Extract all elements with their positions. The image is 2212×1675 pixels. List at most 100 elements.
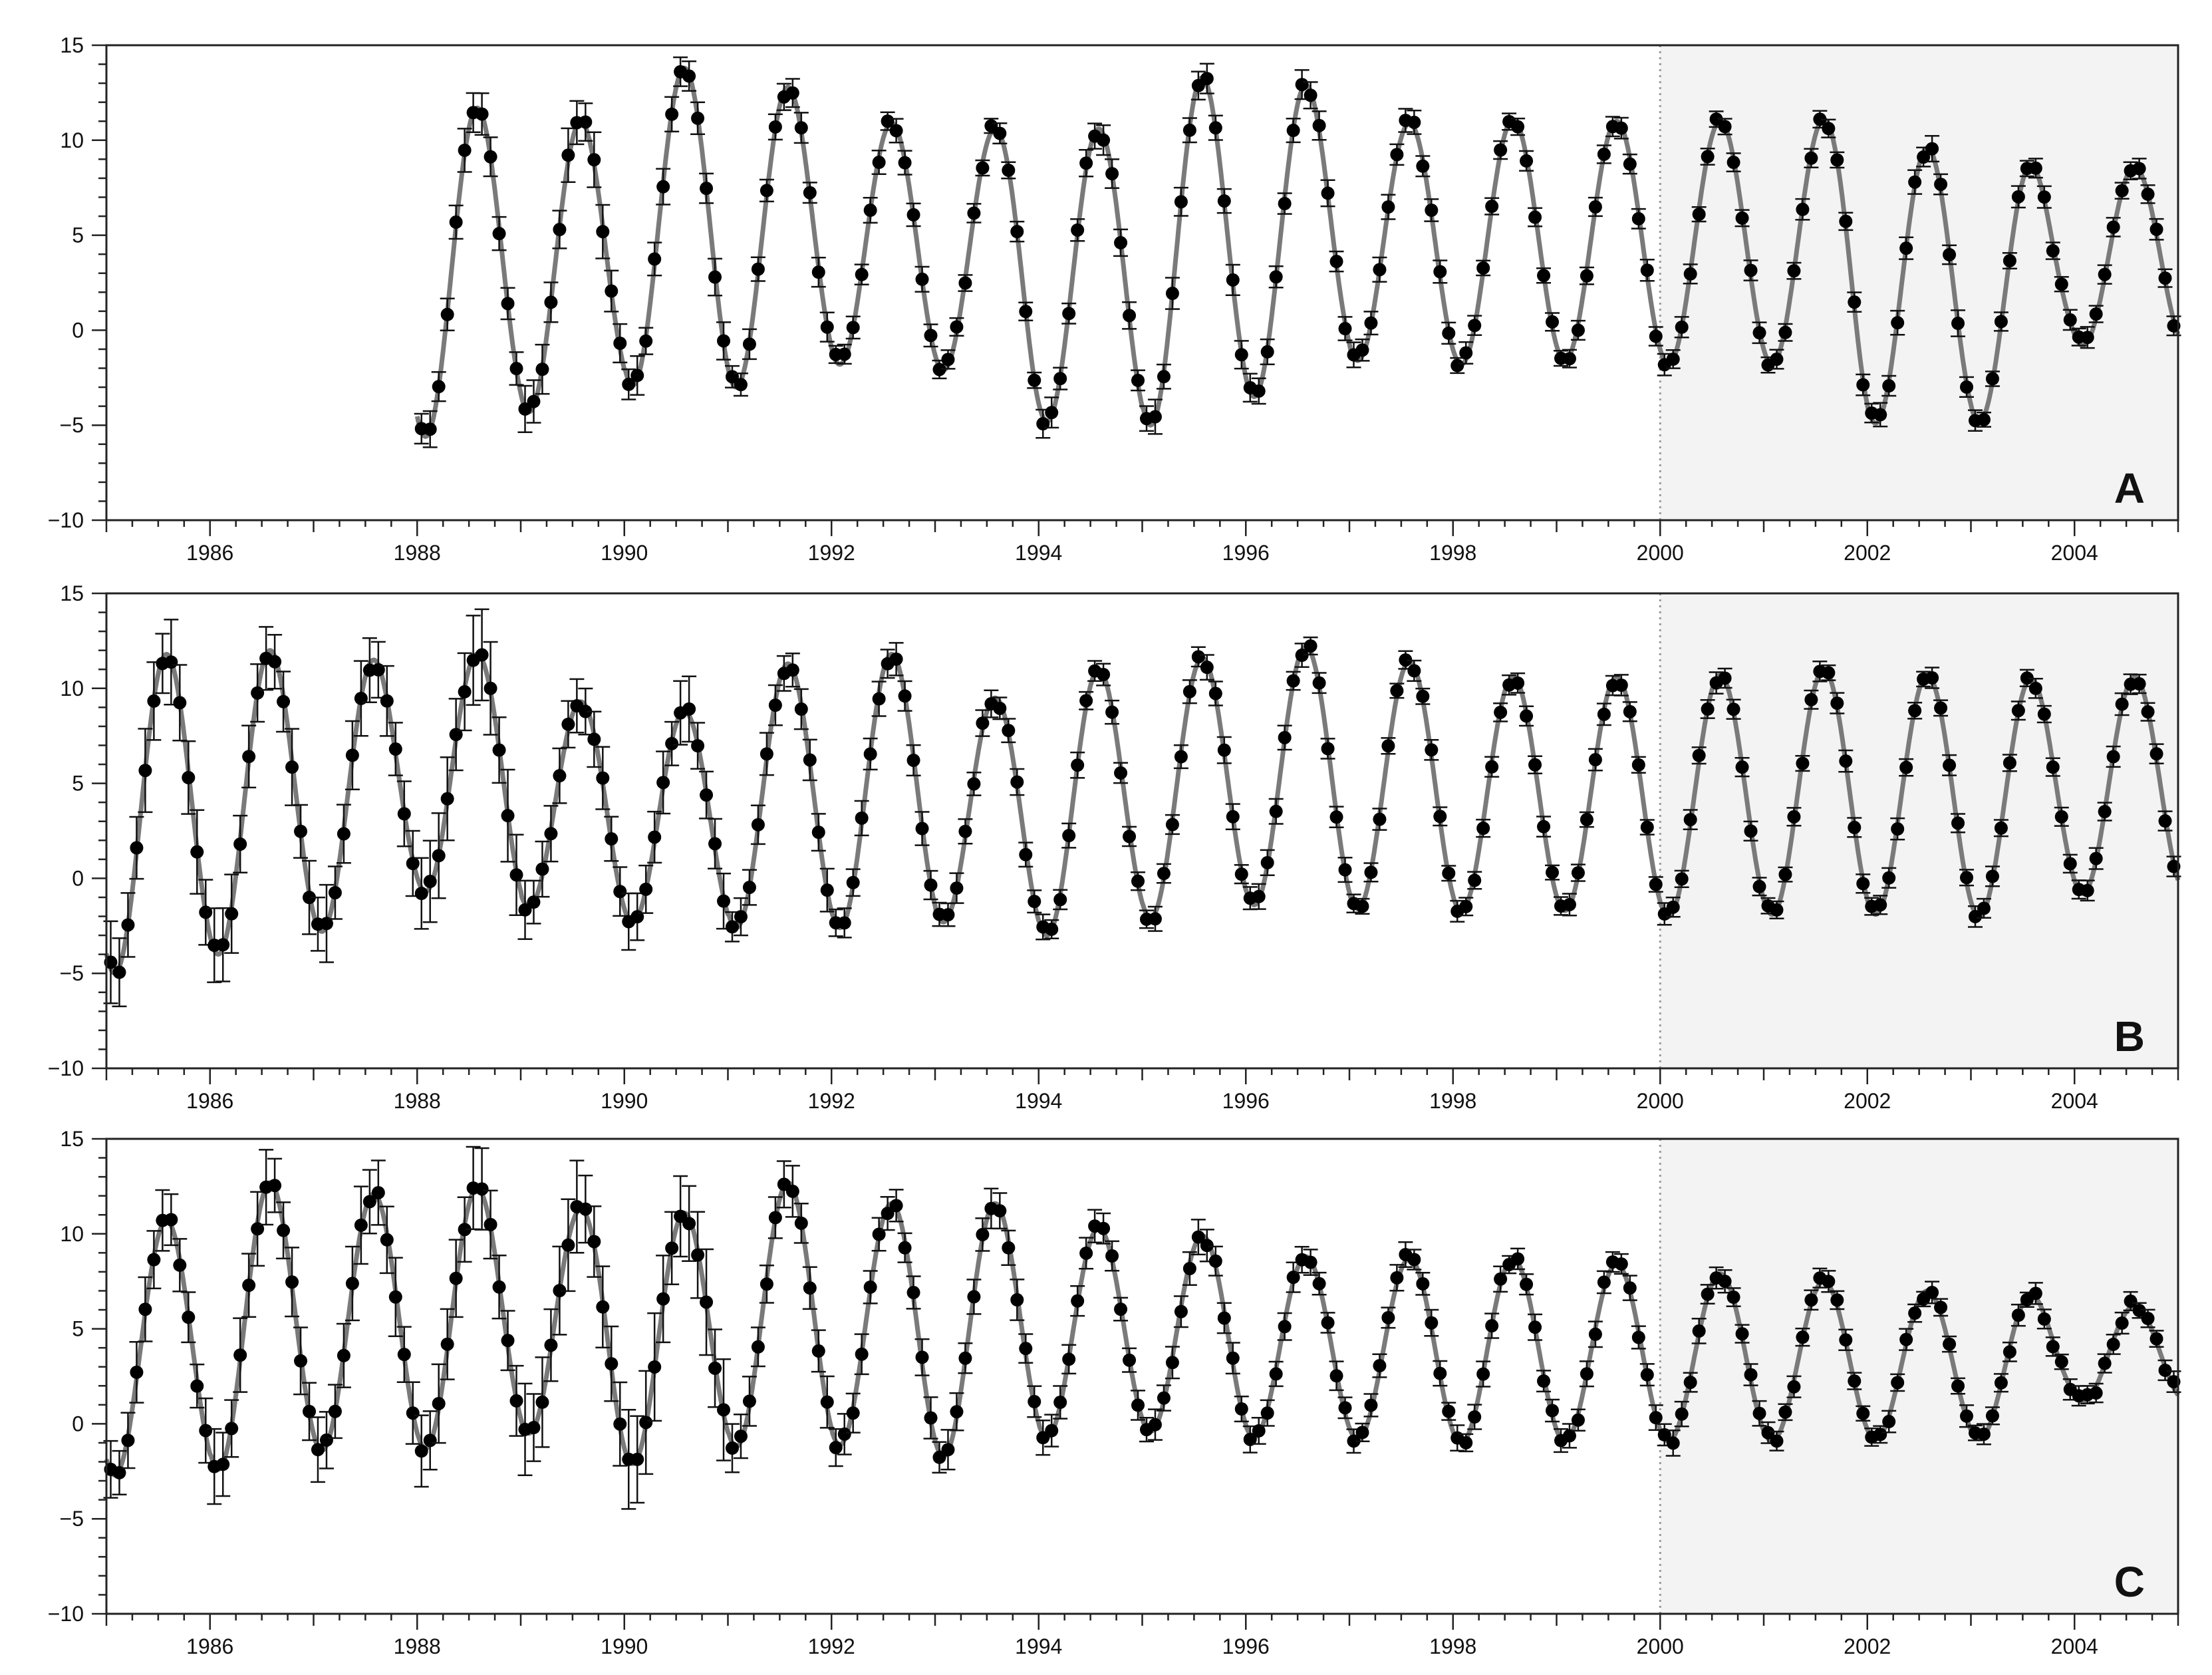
data-point — [2157, 268, 2173, 288]
data-point — [1053, 1385, 1068, 1420]
point-marker — [579, 115, 593, 129]
data-point — [742, 1376, 757, 1427]
point-marker — [1934, 701, 1948, 715]
point-marker — [993, 1204, 1007, 1218]
point-marker — [1943, 758, 1957, 772]
point-marker — [432, 380, 446, 394]
data-point — [1951, 309, 1966, 337]
point-marker — [1623, 157, 1637, 171]
data-point — [483, 641, 498, 736]
point-marker — [2149, 222, 2163, 236]
point-marker — [1062, 829, 1076, 843]
data-point — [1622, 1275, 1637, 1301]
point-marker — [1053, 372, 1067, 386]
y-tick-label: 5 — [72, 772, 84, 796]
data-point — [992, 122, 1008, 144]
data-point — [621, 368, 636, 400]
point-marker — [691, 1248, 705, 1262]
point-marker — [665, 736, 679, 750]
data-point — [1665, 1429, 1681, 1457]
data-point — [1467, 871, 1482, 890]
panel-c: −10 −5 0 5 10 15 1986 1988 1990 1992 1994 1996 1998 2… — [48, 1127, 2181, 1658]
data-point — [1674, 1400, 1689, 1428]
data-point — [2149, 1330, 2164, 1348]
point-marker — [1813, 112, 1827, 126]
data-point — [1476, 818, 1491, 838]
data-point — [1165, 814, 1180, 836]
point-marker — [1951, 1379, 1965, 1393]
point-marker — [535, 862, 549, 876]
point-marker — [1304, 639, 1317, 653]
data-point — [2106, 1334, 2121, 1355]
point-marker — [1985, 1409, 1999, 1423]
point-marker — [1537, 820, 1551, 834]
data-point — [750, 1326, 765, 1368]
point-marker — [319, 917, 333, 931]
data-point — [1760, 897, 1776, 915]
point-marker — [147, 1253, 161, 1267]
point-marker — [1657, 1428, 1671, 1442]
data-point — [1786, 1375, 1802, 1398]
y-tick-label: −10 — [48, 1602, 84, 1626]
point-marker — [458, 685, 472, 698]
data-point — [1199, 63, 1214, 94]
data-point — [1458, 1433, 1474, 1453]
point-marker — [725, 920, 739, 934]
point-marker — [311, 1443, 325, 1457]
data-point — [2140, 1308, 2155, 1328]
data-point — [1639, 1363, 1655, 1387]
point-marker — [1623, 1281, 1637, 1295]
data-point — [1691, 1317, 1707, 1344]
point-marker — [1735, 760, 1749, 774]
data-point — [1588, 1320, 1603, 1348]
data-point — [1433, 259, 1448, 284]
point-marker — [950, 320, 964, 334]
point-marker — [2149, 1332, 2163, 1346]
data-point — [1216, 188, 1232, 214]
point-marker — [414, 1444, 428, 1458]
point-marker — [130, 1365, 144, 1379]
data-point — [1838, 212, 1854, 231]
data-point — [1545, 864, 1560, 881]
point-marker — [1338, 322, 1352, 336]
data-point — [613, 866, 628, 917]
point-marker — [1528, 758, 1542, 772]
x-tick-label: 1990 — [601, 1089, 648, 1113]
point-marker — [656, 180, 670, 194]
point-marker — [691, 739, 705, 753]
point-marker — [976, 1227, 990, 1241]
point-marker — [1709, 112, 1723, 126]
point-marker — [1899, 760, 1913, 774]
point-marker — [1666, 352, 1680, 366]
shaded-region — [1660, 45, 2178, 520]
point-marker — [225, 1422, 239, 1436]
point-marker — [2046, 244, 2060, 258]
data-point — [1372, 1353, 1387, 1378]
point-marker — [1546, 315, 1560, 329]
point-marker — [251, 686, 265, 700]
point-marker — [1174, 1304, 1188, 1318]
point-marker — [371, 1185, 385, 1199]
data-point — [1899, 1328, 1914, 1351]
point-marker — [1468, 1410, 1482, 1424]
point-marker — [1269, 804, 1283, 818]
point-marker — [605, 1357, 619, 1371]
data-point — [2157, 810, 2173, 832]
data-point — [923, 869, 938, 901]
data-point — [1951, 1377, 1966, 1395]
panel-label: C — [2114, 1558, 2145, 1606]
data-point — [457, 652, 472, 732]
data-point — [1536, 267, 1552, 284]
point-marker — [432, 1396, 446, 1410]
data-point — [1536, 1370, 1552, 1393]
data-point — [845, 315, 861, 340]
point-marker — [1407, 664, 1421, 678]
point-marker — [1546, 1404, 1560, 1418]
data-point — [1018, 841, 1034, 868]
point-marker — [1839, 214, 1853, 228]
point-marker — [1459, 899, 1473, 913]
data-point — [699, 172, 714, 204]
point-marker — [1761, 1426, 1775, 1440]
data-point — [837, 907, 852, 939]
data-point — [215, 907, 231, 983]
